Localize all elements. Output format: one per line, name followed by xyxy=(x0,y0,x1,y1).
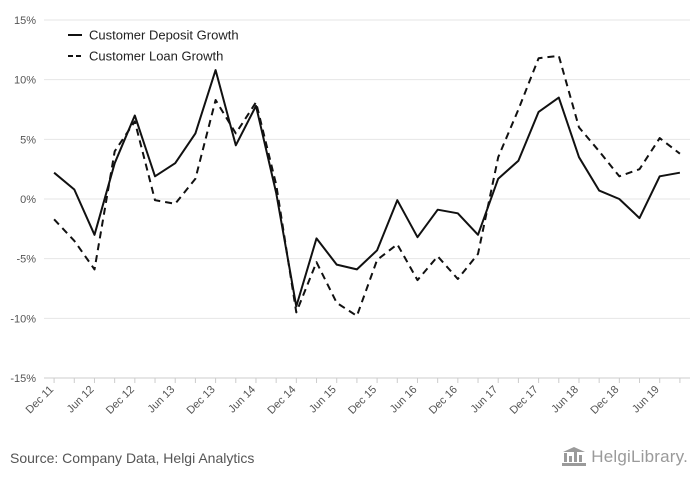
y-tick-label: 10% xyxy=(14,75,36,87)
x-tick-label: Dec 13 xyxy=(185,384,218,417)
x-tick-label: Dec 14 xyxy=(265,384,298,417)
x-tick-label: Dec 16 xyxy=(427,384,460,417)
x-tick-label: Jun 15 xyxy=(307,384,339,416)
x-tick-label: Jun 14 xyxy=(226,384,258,416)
x-tick-label: Jun 19 xyxy=(630,384,662,416)
y-tick-label: 5% xyxy=(20,134,36,146)
brand-name: HelgiLibrary. xyxy=(591,447,688,466)
legend-label: Customer Deposit Growth xyxy=(89,28,239,43)
x-tick-label: Jun 16 xyxy=(388,384,420,416)
y-tick-label: -10% xyxy=(10,313,36,325)
x-tick-label: Dec 17 xyxy=(508,384,541,417)
series-line-2 xyxy=(53,54,681,317)
x-tick-label: Dec 15 xyxy=(346,384,379,417)
line-chart: 15%10%5%0%-5%-10%-15%Dec 11 Jun 12 Dec 12 J… xyxy=(10,15,690,417)
y-tick-label: -15% xyxy=(10,373,36,385)
legend-label: Customer Loan Growth xyxy=(89,49,223,64)
x-tick-label: Jun 12 xyxy=(65,384,97,416)
y-tick-label: -5% xyxy=(16,254,36,266)
x-tick-label: Jun 17 xyxy=(468,384,500,416)
x-tick-label: Dec 11 xyxy=(24,384,57,417)
x-tick-label: Jun 13 xyxy=(145,384,177,416)
brand-logo[interactable]: HelgiLibrary. xyxy=(561,447,688,467)
x-tick-label: Jun 18 xyxy=(549,384,581,416)
source-note: Source: Company Data, Helgi Analytics xyxy=(10,450,255,466)
series-line-1 xyxy=(53,69,681,308)
x-tick-label: Dec 12 xyxy=(104,384,137,417)
y-tick-label: 15% xyxy=(14,15,36,27)
library-building-icon xyxy=(561,447,587,467)
y-tick-label: 0% xyxy=(20,194,36,206)
x-tick-label: Dec 18 xyxy=(588,384,621,417)
